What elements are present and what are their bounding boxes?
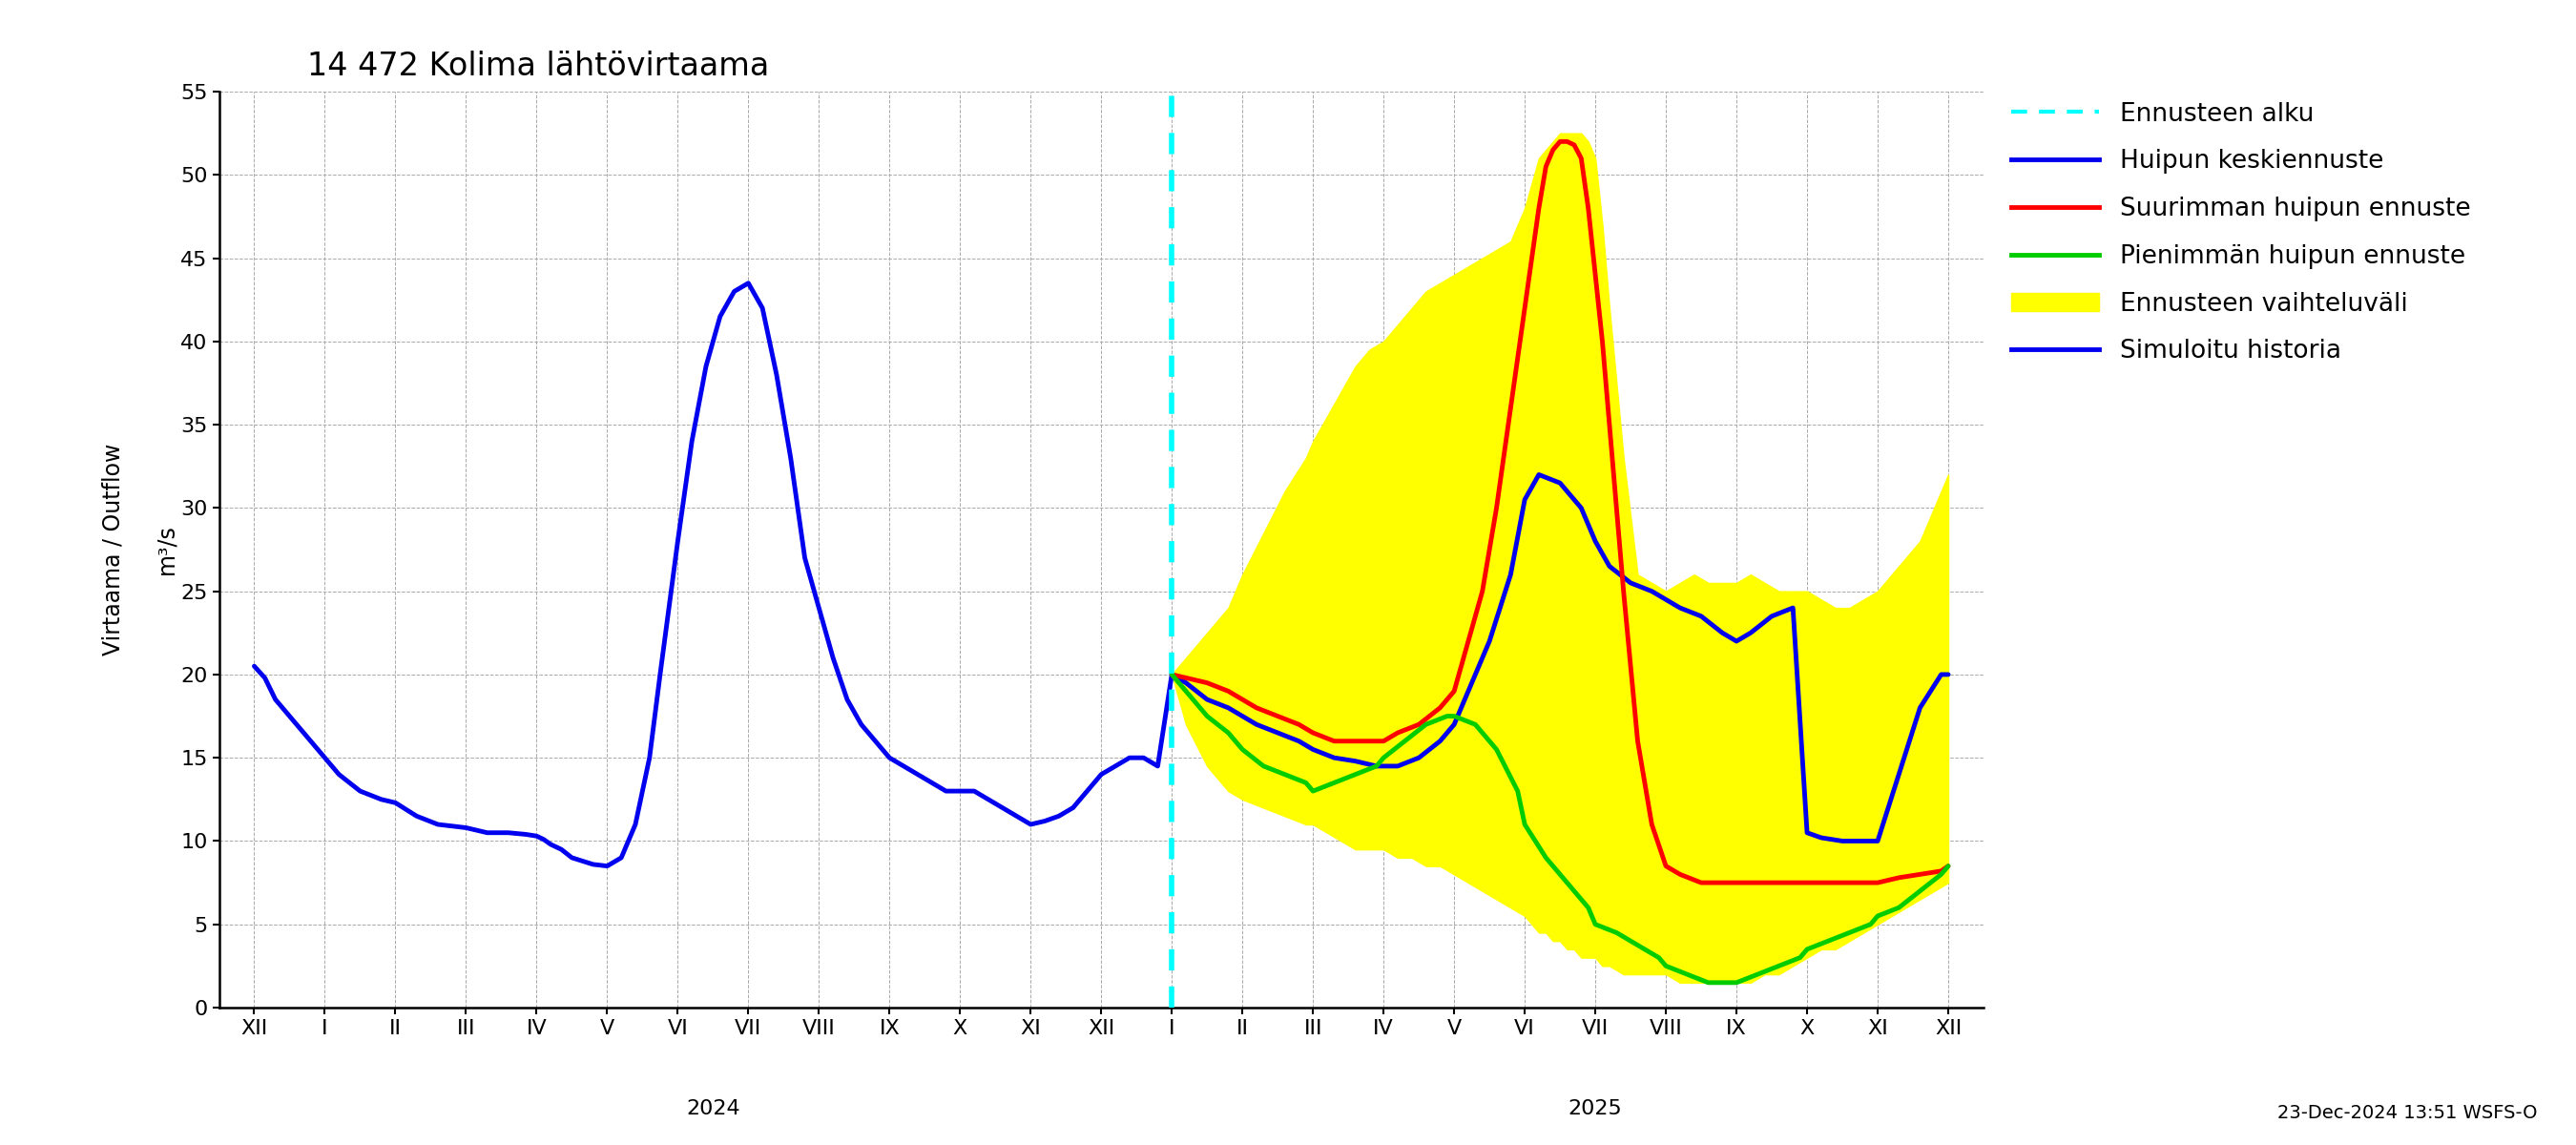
- Text: 2025: 2025: [1569, 1099, 1623, 1119]
- Text: 2024: 2024: [685, 1099, 739, 1119]
- Text: 14 472 Kolima lähtövirtaama: 14 472 Kolima lähtövirtaama: [307, 50, 770, 82]
- Text: 23-Dec-2024 13:51 WSFS-O: 23-Dec-2024 13:51 WSFS-O: [2277, 1104, 2537, 1122]
- Legend: Ennusteen alku, Huipun keskiennuste, Suurimman huipun ennuste, Pienimmän huipun : Ennusteen alku, Huipun keskiennuste, Suu…: [2002, 92, 2481, 374]
- Text: m³/s: m³/s: [155, 524, 178, 575]
- Text: Virtaama / Outflow: Virtaama / Outflow: [100, 443, 124, 656]
